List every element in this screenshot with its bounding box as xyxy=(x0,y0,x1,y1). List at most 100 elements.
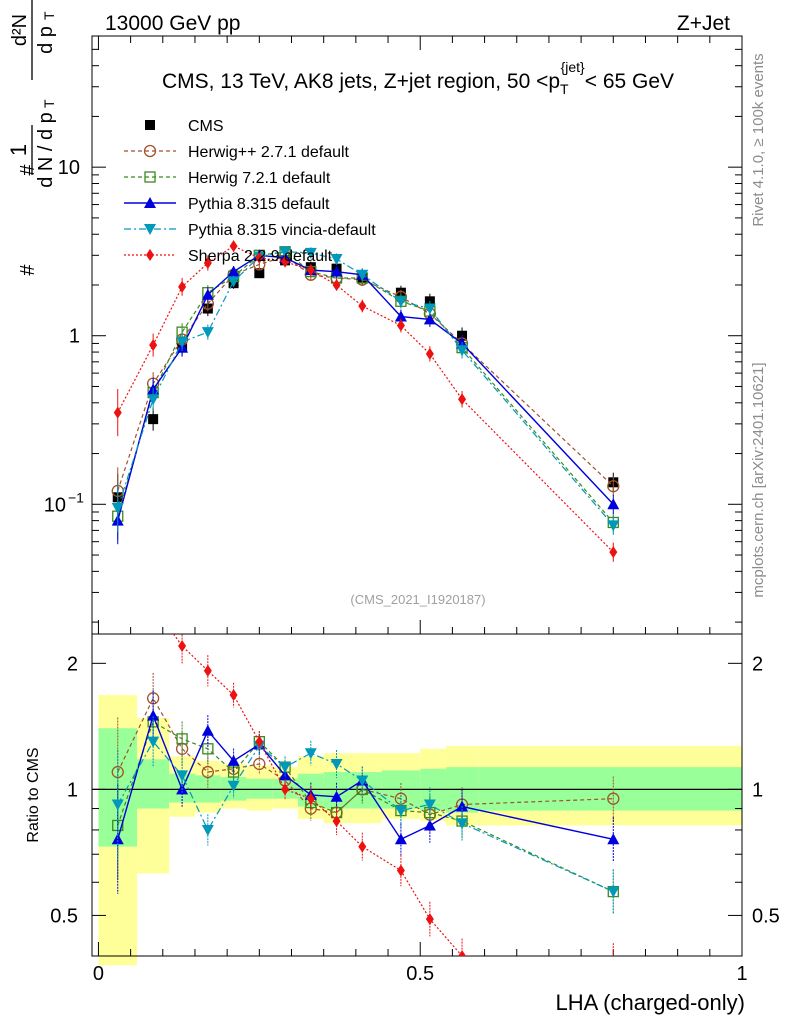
ratio-point xyxy=(330,758,343,770)
data-point xyxy=(113,406,122,419)
side-label-top: Rivet 4.1.0, ≥ 100k events xyxy=(750,53,767,226)
ratio-line xyxy=(172,634,472,956)
ratio-ylabel: Ratio to CMS xyxy=(25,747,42,842)
data-point xyxy=(356,269,369,281)
ratio-point xyxy=(423,819,436,831)
svg-text:1: 1 xyxy=(6,144,31,156)
ratio-point xyxy=(176,770,189,782)
ratio-y-tick-label-right: 2 xyxy=(752,653,763,675)
data-point xyxy=(330,254,343,266)
x-axis-label: LHA (charged-only) xyxy=(555,990,745,1015)
ratio-point xyxy=(227,754,240,766)
data-point xyxy=(281,255,290,268)
ratio-point xyxy=(458,950,467,956)
series-line xyxy=(117,251,614,526)
data-point xyxy=(609,546,618,559)
ratio-series-pythia-8-315-vincia-default xyxy=(111,716,620,914)
legend-marker xyxy=(143,144,157,158)
data-point xyxy=(229,240,238,253)
data-point xyxy=(306,264,315,277)
legend-label: Pythia 8.315 vincia-default xyxy=(188,222,376,239)
x-tick-label: 1 xyxy=(736,963,747,985)
ratio-point xyxy=(456,818,469,830)
data-point xyxy=(304,247,317,259)
data-point xyxy=(148,414,159,425)
side-label-bottom: mcplots.cern.ch [arXiv:2401.10621] xyxy=(750,362,767,597)
data-point xyxy=(456,345,469,357)
data-point xyxy=(425,347,434,360)
ratio-point xyxy=(176,733,188,745)
ratio-point xyxy=(201,824,214,836)
ratio-point xyxy=(111,799,124,811)
ratio-point xyxy=(147,709,160,721)
data-point xyxy=(423,313,436,325)
x-tick-label: 0 xyxy=(93,963,104,985)
ratio-point xyxy=(607,833,620,845)
ratio-y-tick-label-right: 1 xyxy=(752,779,763,801)
legend-item-sherpa-2-2-9-default: Sherpa 2.2.9 default xyxy=(124,248,333,265)
svg-text:d²N: d²N xyxy=(9,14,31,46)
main-title: CMS, 13 TeV, AK8 jets, Z+jet region, 50 … xyxy=(162,59,674,97)
data-point xyxy=(227,276,240,288)
ratio-point xyxy=(607,886,620,898)
data-point xyxy=(255,251,264,264)
svg-text:#: # xyxy=(17,264,39,276)
ratio-series-sherpa-2-2-9-default xyxy=(114,572,614,956)
legend-label: Pythia 8.315 default xyxy=(188,196,330,213)
ratio-point xyxy=(306,792,315,805)
ratio-panel: 0.5 0.5 1 1 2 2 0 0.5 1 xyxy=(50,572,780,985)
data-point xyxy=(201,288,214,300)
data-point xyxy=(149,339,158,352)
ratio-point xyxy=(396,864,405,877)
data-point xyxy=(396,319,405,332)
series-herwig-2-7-1-default xyxy=(111,250,620,515)
ratio-point xyxy=(607,792,620,805)
legend-item-herwig-7-2-1-default: Herwig 7.2.1 default xyxy=(124,170,331,187)
series-line xyxy=(117,245,614,553)
data-point xyxy=(607,480,620,493)
ratio-point xyxy=(114,572,122,584)
data-point xyxy=(332,278,341,291)
data-point xyxy=(254,268,265,279)
data-point xyxy=(394,310,407,322)
ratio-point xyxy=(203,664,212,677)
data-point xyxy=(330,265,343,277)
data-point xyxy=(358,300,367,313)
y-tick-label-exponent: −1 xyxy=(68,489,84,505)
ratio-point xyxy=(147,736,160,748)
ratio-point xyxy=(255,735,264,748)
ratio-point xyxy=(149,599,157,611)
y-tick-label: 10 xyxy=(44,494,66,516)
stat-uncertainty-band xyxy=(137,759,170,809)
ratio-point xyxy=(253,757,266,771)
series-line xyxy=(117,255,614,492)
ratio-point xyxy=(201,724,214,736)
data-point xyxy=(178,280,187,293)
legend-marker xyxy=(145,120,155,130)
header-right-title: Z+Jet xyxy=(677,12,730,35)
ratio-point xyxy=(356,775,369,787)
data-point xyxy=(607,520,620,532)
data-point xyxy=(201,327,214,339)
ratio-point xyxy=(358,840,367,853)
ratio-line xyxy=(117,713,614,841)
data-point xyxy=(458,393,467,406)
legend: CMS Herwig++ 2.7.1 default Herwig 7.2.1 de… xyxy=(124,118,376,265)
ratio-point xyxy=(394,833,407,845)
analysis-id: (CMS_2021_I1920187) xyxy=(350,592,485,607)
svg-text:T: T xyxy=(41,11,57,20)
y-tick-label: 10 xyxy=(58,157,80,179)
data-point xyxy=(423,303,436,315)
ratio-line xyxy=(117,740,614,893)
legend-item-pythia-8-315-default: Pythia 8.315 default xyxy=(124,196,330,213)
legend-marker xyxy=(144,171,156,183)
ratio-point xyxy=(425,913,434,926)
legend-label: Sherpa 2.2.9 default xyxy=(188,248,333,265)
ratio-point xyxy=(330,790,343,802)
data-point xyxy=(394,296,407,308)
series-line xyxy=(117,254,614,521)
header-left-title: 13000 GeV pp xyxy=(105,12,240,35)
data-point xyxy=(203,257,212,270)
